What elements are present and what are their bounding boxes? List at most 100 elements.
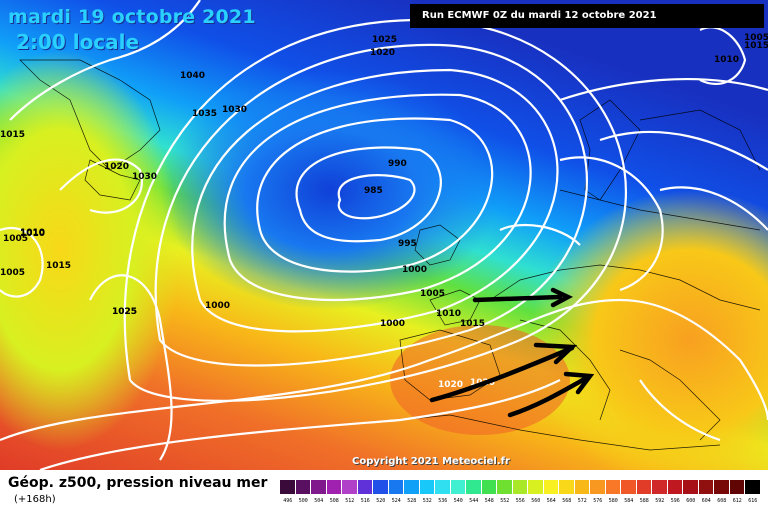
scale-swatch <box>342 480 358 494</box>
isobar-label: 1030 <box>222 105 247 115</box>
scale-label: 588 <box>639 498 649 504</box>
scale-swatch <box>326 480 342 494</box>
scale-label: 580 <box>608 498 618 504</box>
isobar-label: 985 <box>364 186 383 196</box>
flow-arrows <box>429 287 595 418</box>
isobar-label: 1010 <box>714 55 739 65</box>
scale-swatch <box>512 480 528 494</box>
isobar-label: 1035 <box>192 109 217 119</box>
isobar-label: 1025 <box>112 307 137 317</box>
scale-label: 600 <box>686 498 696 504</box>
scale-label: 520 <box>376 498 386 504</box>
scale-label: 516 <box>360 498 370 504</box>
scale-swatch <box>559 480 575 494</box>
scale-swatch <box>481 480 497 494</box>
scale-label: 584 <box>624 498 634 504</box>
arrow-north-head <box>550 287 574 308</box>
scale-swatch <box>357 480 373 494</box>
color-scale-labels: 496 500 504 508 512 516 520 524 528 532 536 540 544 5… <box>280 498 761 504</box>
legend-panel: Géop. z500, pression niveau mer (+168h) … <box>0 470 768 512</box>
scale-label: 556 <box>515 498 525 504</box>
scale-swatch <box>667 480 683 494</box>
isobar-label: 1000 <box>380 319 405 329</box>
scale-swatch <box>698 480 714 494</box>
scale-label: 616 <box>748 498 758 504</box>
isobar-label: 1015 <box>46 261 71 271</box>
isobar-label: 1040 <box>180 71 205 81</box>
map-canvas: 1040 1035 1030 1025 1020 1015 1010 1005 … <box>0 0 768 470</box>
scale-swatch <box>714 480 730 494</box>
isobar-label: 1025 <box>372 35 397 45</box>
scale-label: 508 <box>329 498 339 504</box>
scale-swatch <box>295 480 311 494</box>
isobar-label: 1020 <box>370 48 395 58</box>
isobar-label: 1005 <box>420 289 445 299</box>
scale-swatch <box>636 480 652 494</box>
isobar-label: 1005 <box>0 268 25 278</box>
model-run-label: Run ECMWF 0Z du mardi 12 octobre 2021 <box>410 4 764 28</box>
isobar-label: 1030 <box>132 172 157 182</box>
isobar-label: 1010 <box>20 228 45 238</box>
scale-swatch <box>683 480 699 494</box>
isobar-label: 1020 <box>438 380 463 390</box>
legend-subtitle: (+168h) <box>14 494 56 505</box>
scale-swatch <box>729 480 745 494</box>
scale-label: 540 <box>453 498 463 504</box>
scale-label: 552 <box>500 498 510 504</box>
scale-swatch <box>373 480 389 494</box>
scale-label: 524 <box>391 498 401 504</box>
scale-swatch <box>528 480 544 494</box>
scale-swatch <box>280 480 296 494</box>
forecast-date: mardi 19 octobre 2021 <box>8 6 256 28</box>
arrow-middle <box>429 345 575 403</box>
scale-label: 536 <box>438 498 448 504</box>
color-scale <box>280 480 761 494</box>
scale-label: 604 <box>701 498 711 504</box>
scale-swatch <box>404 480 420 494</box>
arrow-north <box>472 294 563 303</box>
scale-swatch <box>450 480 466 494</box>
scale-label: 544 <box>469 498 479 504</box>
scale-label: 564 <box>546 498 556 504</box>
warm-region-west <box>0 50 180 450</box>
scale-swatch <box>574 480 590 494</box>
scale-label: 576 <box>593 498 603 504</box>
arrow-south <box>507 374 591 418</box>
scale-label: 512 <box>345 498 355 504</box>
scale-label: 504 <box>314 498 324 504</box>
isobar-label: 990 <box>388 159 407 169</box>
isobar-label: 1015 <box>0 130 25 140</box>
scale-swatch <box>435 480 451 494</box>
scale-label: 528 <box>407 498 417 504</box>
scale-swatch <box>621 480 637 494</box>
warm-region-east <box>530 190 768 470</box>
isobar-lines <box>0 0 768 470</box>
scale-label: 568 <box>562 498 572 504</box>
weather-map: 1040 1035 1030 1025 1020 1015 1010 1005 … <box>0 0 768 470</box>
isobar-label: 1005 <box>744 33 768 43</box>
isobar-label: 1020 <box>104 162 129 172</box>
low-pressure-core <box>160 70 500 310</box>
scale-swatch <box>605 480 621 494</box>
scale-swatch <box>590 480 606 494</box>
isobar-label: 1025 <box>112 307 137 317</box>
scale-label: 608 <box>717 498 727 504</box>
scale-label: 496 <box>283 498 293 504</box>
scale-label: 592 <box>655 498 665 504</box>
scale-swatch <box>419 480 435 494</box>
scale-swatch <box>497 480 513 494</box>
scale-label: 532 <box>422 498 432 504</box>
isobar-label: 1010 <box>436 309 461 319</box>
forecast-time: 2:00 locale <box>16 30 140 54</box>
scale-label: 560 <box>531 498 541 504</box>
isobar-label: 1010 <box>20 229 45 239</box>
arrow-middle-head <box>533 342 578 365</box>
scale-label: 572 <box>577 498 587 504</box>
scale-swatch <box>388 480 404 494</box>
legend-title: Géop. z500, pression niveau mer <box>8 475 268 491</box>
isobar-label: 1000 <box>205 301 230 311</box>
scale-label: 548 <box>484 498 494 504</box>
scale-label: 612 <box>732 498 742 504</box>
isobar-label: 1000 <box>402 265 427 275</box>
scale-label: 596 <box>670 498 680 504</box>
